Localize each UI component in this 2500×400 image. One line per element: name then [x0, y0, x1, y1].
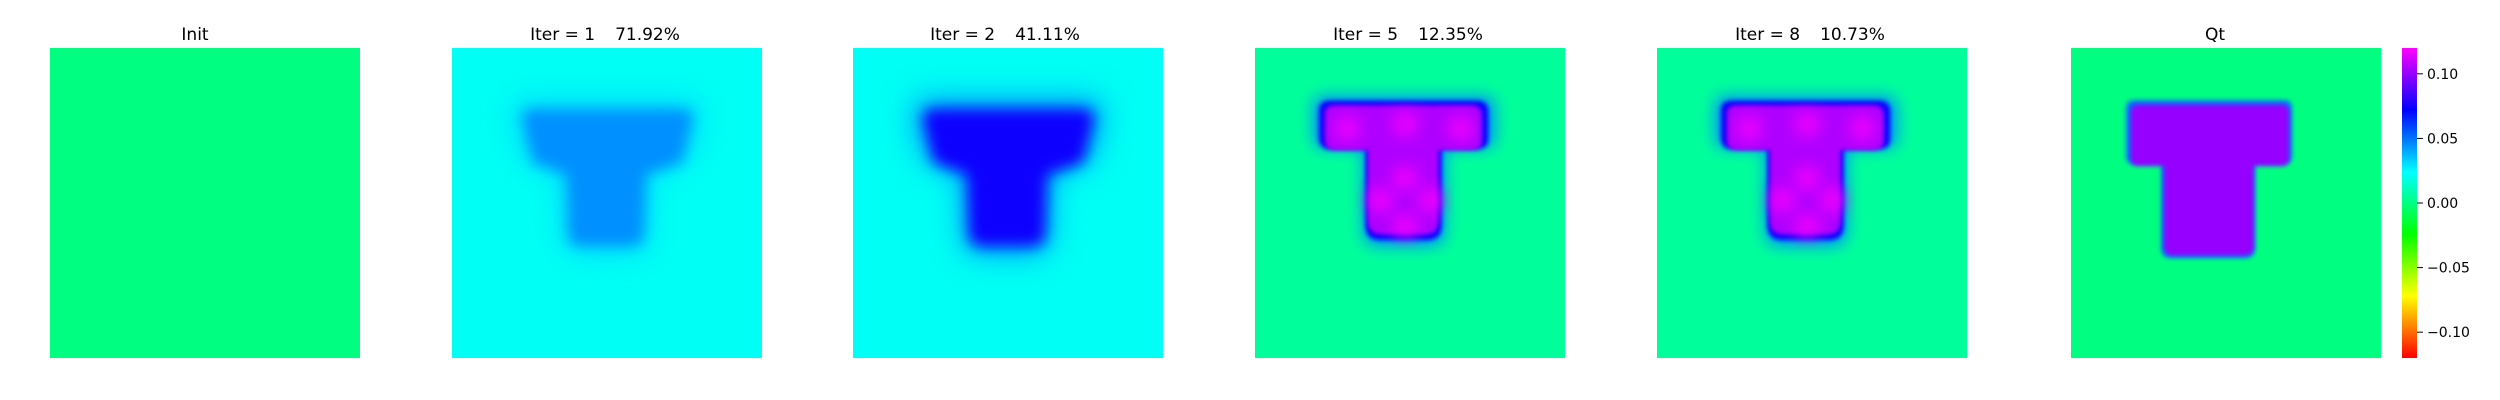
reconstruction-shape	[522, 108, 693, 247]
panel-iter-5: Iter = 5 12.35%	[1255, 25, 1565, 358]
panel-iter-label: Iter = 5	[1333, 25, 1398, 45]
reconstruction-hotspot	[1393, 166, 1417, 190]
colorbar-tick-label: 0.05	[2427, 131, 2458, 147]
colorbar-tick-label: −0.10	[2427, 325, 2470, 341]
colorbar-ticks: 0.10 0.05 0.00 −0.05 −0.10	[2417, 67, 2470, 341]
panel-error-label: 10.73%	[1820, 25, 1885, 45]
reconstruction-hotspot	[1795, 112, 1819, 136]
reconstruction-hotspot	[1795, 214, 1819, 238]
reconstruction-hotspot	[1418, 188, 1442, 212]
panel-qt: Qt	[2071, 25, 2381, 358]
colorbar-tick-label: 0.00	[2427, 196, 2458, 212]
reconstruction-hotspot	[1795, 166, 1819, 190]
reconstruction-hotspot	[1393, 214, 1417, 238]
reconstruction-shape	[923, 108, 1094, 247]
colorbar-tick-label: 0.10	[2427, 67, 2458, 83]
panel-iter-label: Iter = 2	[930, 25, 995, 45]
panel-iter-1: Iter = 1 71.92%	[452, 25, 762, 358]
reconstruction-hotspot	[1820, 188, 1844, 212]
panel-title: Init	[181, 25, 209, 45]
panel-iter-label: Iter = 1	[530, 25, 595, 45]
true-shape	[2130, 104, 2290, 256]
panel-title: Qt	[2205, 25, 2225, 45]
heatmap-background	[50, 48, 360, 358]
colorbar-gradient	[2402, 48, 2417, 358]
reconstruction-hotspot	[1850, 116, 1874, 140]
reconstruction-hotspot	[1393, 112, 1417, 136]
reconstruction-hotspot	[1737, 116, 1761, 140]
panel-title: Iter = 1 71.92%	[530, 25, 680, 45]
colorbar-tick-label: −0.05	[2427, 261, 2470, 277]
reconstruction-hotspot	[1770, 188, 1794, 212]
panel-error-label: 71.92%	[615, 25, 680, 45]
colorbar: 0.10 0.05 0.00 −0.05 −0.10	[2402, 48, 2470, 358]
panel-error-label: 12.35%	[1418, 25, 1483, 45]
panel-title: Iter = 2 41.11%	[930, 25, 1080, 45]
panel-title: Iter = 5 12.35%	[1333, 25, 1483, 45]
panel-iter-label: Iter = 8	[1735, 25, 1800, 45]
panel-title: Iter = 8 10.73%	[1735, 25, 1885, 45]
panel-error-label: 41.11%	[1015, 25, 1080, 45]
panel-init: Init	[50, 25, 360, 358]
panel-iter-2: Iter = 2 41.11%	[853, 25, 1163, 358]
reconstruction-hotspot	[1335, 116, 1359, 140]
reconstruction-hotspot	[1368, 188, 1392, 212]
panel-iter-8: Iter = 8 10.73%	[1657, 25, 1967, 358]
reconstruction-hotspot	[1448, 116, 1472, 140]
